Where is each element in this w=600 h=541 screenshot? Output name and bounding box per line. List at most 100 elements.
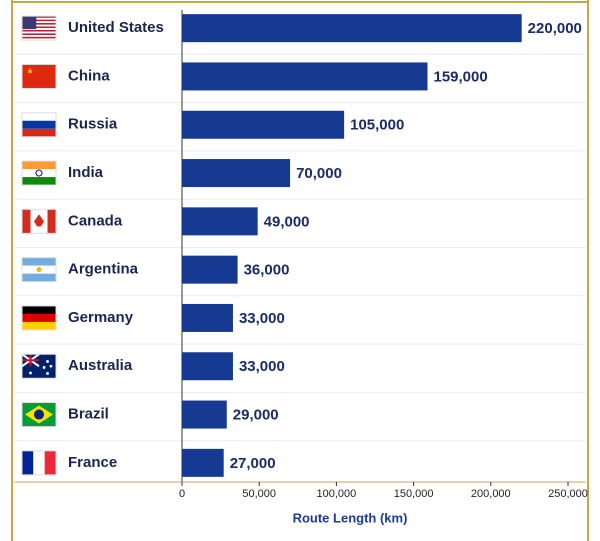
flag-part: [22, 16, 56, 18]
flag-icon: [21, 353, 57, 379]
x-tick-label: 50,000: [242, 488, 276, 500]
flag-part: [22, 24, 56, 27]
flag-border: [21, 305, 57, 331]
flag-part: [22, 38, 56, 41]
flag-part: [22, 120, 56, 129]
flag-part: [22, 16, 37, 30]
value-label: 29,000: [233, 407, 279, 424]
category-label: Russia: [68, 116, 118, 133]
flag-part: [29, 371, 32, 375]
flag-part: [42, 366, 46, 369]
value-label: 33,000: [239, 358, 285, 375]
x-tick-label: 250,000: [548, 488, 588, 500]
bar: [182, 62, 428, 91]
flag-border: [21, 402, 57, 428]
flag-part: [22, 35, 56, 37]
flag-border: [21, 208, 57, 234]
flag-part: [22, 257, 56, 266]
flag-part: [22, 161, 56, 170]
flag-part: [27, 67, 33, 74]
flag-part: [22, 31, 56, 34]
flag-part: [47, 209, 56, 234]
flag-part: [22, 209, 31, 234]
value-label: 49,000: [264, 213, 310, 230]
category-label: United States: [68, 19, 164, 36]
flag-part: [22, 64, 56, 89]
flag-part: [22, 28, 56, 30]
flag-part: [22, 305, 56, 314]
flag-icon: [21, 305, 57, 331]
category-label: Argentina: [68, 261, 139, 278]
category-label: Australia: [68, 357, 133, 374]
flag-part: [34, 214, 44, 227]
flag-part: [22, 17, 56, 20]
category-label: Germany: [68, 309, 134, 326]
bar: [182, 14, 522, 43]
flag-icon: [21, 208, 57, 234]
x-tick-label: 0: [179, 488, 185, 500]
flag-part: [22, 26, 56, 29]
flag-part: [22, 177, 56, 186]
flag-part: [22, 21, 56, 24]
flag-icon: [21, 63, 57, 89]
flag-part: [34, 409, 44, 420]
value-label: 159,000: [433, 68, 487, 85]
flag-border: [21, 112, 57, 138]
flag-part: [22, 36, 56, 39]
category-label: China: [68, 67, 110, 84]
flag-part: [22, 128, 56, 137]
flag-part: [22, 321, 56, 330]
flag-part: [33, 450, 45, 475]
flag-border: [21, 353, 57, 379]
value-label: 33,000: [239, 310, 285, 327]
flag-part: [22, 23, 56, 25]
category-label: France: [68, 454, 117, 471]
flag-icon: [21, 112, 57, 138]
bar: [182, 159, 291, 188]
x-tick-label: 200,000: [471, 488, 511, 500]
category-label: Brazil: [68, 406, 109, 423]
bar: [182, 110, 345, 139]
flag-icon: [21, 257, 57, 283]
flag-part: [22, 33, 56, 36]
flag-border: [21, 15, 57, 41]
flag-icon: [21, 15, 57, 41]
flag-part: [49, 364, 53, 368]
value-label: 70,000: [296, 165, 342, 182]
flag-border: [21, 63, 57, 89]
flag-part: [36, 267, 42, 273]
flag-part: [22, 354, 39, 367]
category-label: India: [68, 164, 104, 181]
flag-part: [35, 169, 43, 177]
flag-part: [22, 19, 56, 22]
flag-icon: [21, 160, 57, 186]
value-label: 220,000: [528, 20, 582, 37]
bar: [182, 448, 224, 477]
value-label: 105,000: [350, 117, 404, 134]
bar: [182, 400, 227, 429]
flag-part: [22, 313, 56, 322]
flag-part: [46, 360, 49, 363]
bar: [182, 255, 238, 284]
flag-part: [46, 372, 49, 375]
x-tick-label: 150,000: [394, 488, 434, 500]
bar: [182, 207, 258, 236]
flag-border: [21, 257, 57, 283]
category-label: Canada: [68, 212, 123, 229]
flag-part: [22, 29, 56, 32]
flag-border: [21, 450, 57, 476]
flag-part: [22, 273, 56, 282]
flag-part: [22, 112, 56, 121]
flag-part: [44, 450, 56, 475]
value-label: 36,000: [244, 262, 290, 279]
value-label: 27,000: [230, 455, 276, 472]
flag-border: [21, 160, 57, 186]
flag-icon: [21, 402, 57, 428]
x-tick-label: 100,000: [317, 488, 357, 500]
bar: [182, 303, 233, 332]
x-axis-title: Route Length (km): [293, 510, 408, 525]
bar: [182, 352, 233, 381]
flag-part: [22, 450, 34, 475]
flag-part: [22, 169, 56, 178]
